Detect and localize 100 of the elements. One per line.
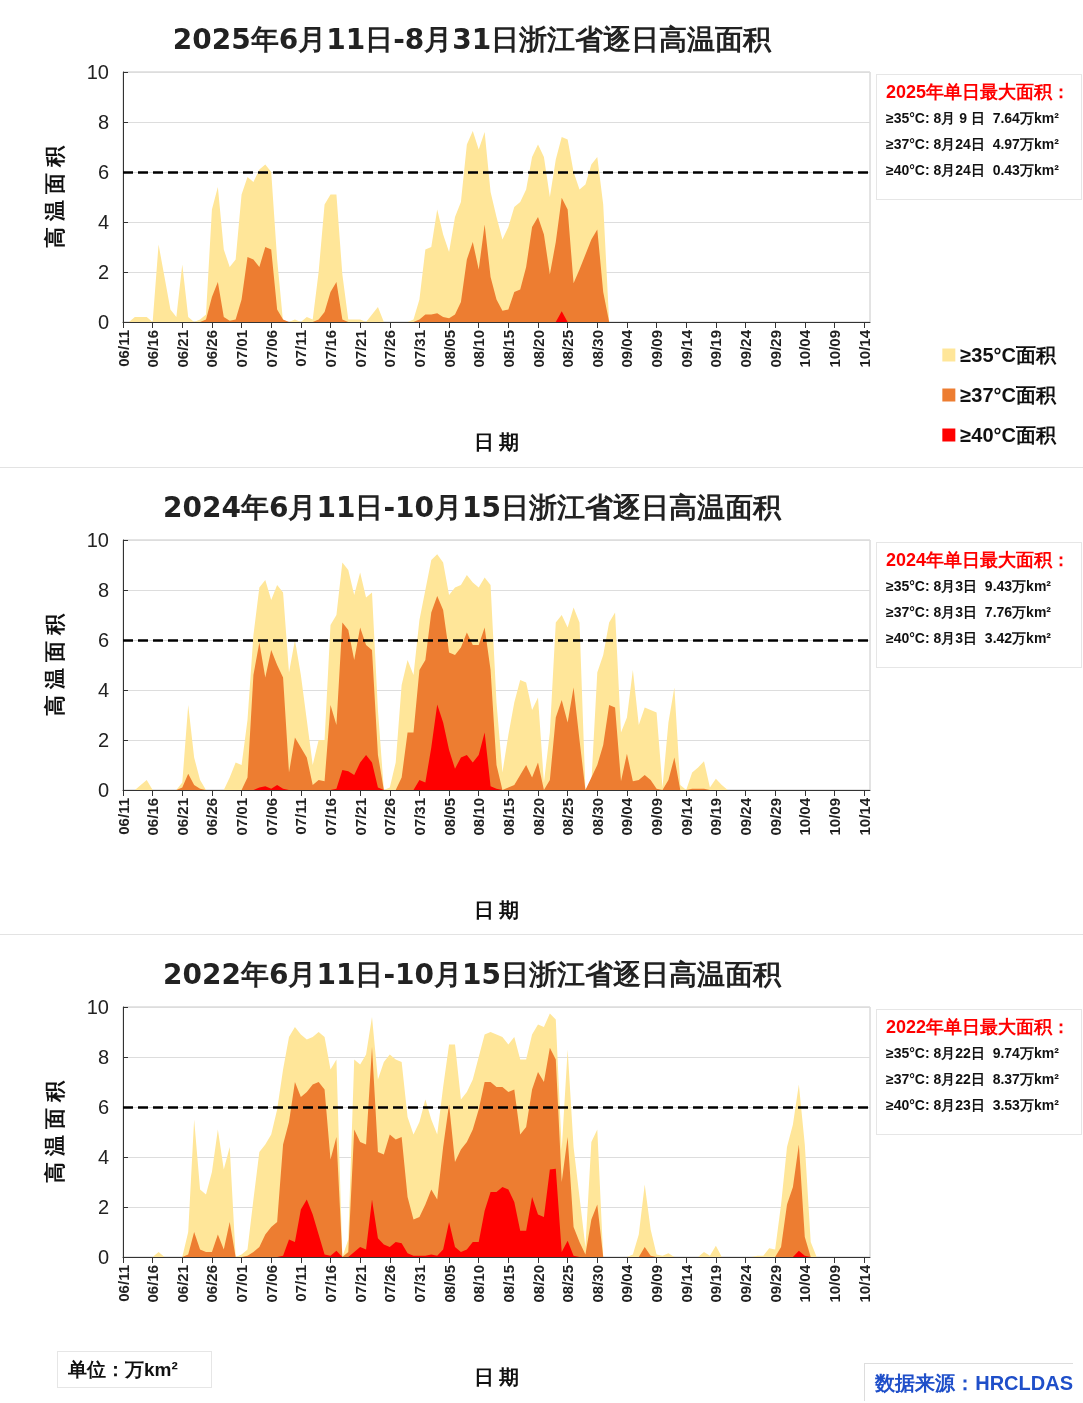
x-tick-label: 07/11 <box>292 797 310 835</box>
x-tick-label: 09/19 <box>707 330 725 368</box>
x-tick-label: 09/14 <box>677 329 695 368</box>
text: 单位：万km² <box>57 1350 212 1388</box>
y-tick-label: 0 <box>97 778 109 801</box>
y-tick-label: 4 <box>97 678 109 701</box>
x-tick-label: 07/26 <box>381 1265 399 1303</box>
legend-label: ≥40°C面积 <box>960 424 1057 446</box>
x-tick-label: 06/11 <box>114 797 132 835</box>
x-tick-label: 10/14 <box>855 797 873 836</box>
x-tick-label: 07/16 <box>322 330 339 368</box>
x-tick-label: 06/21 <box>173 330 191 368</box>
x-tick-label: 06/21 <box>173 1265 191 1303</box>
x-tick-label: 07/11 <box>292 330 310 367</box>
x-tick-label: 06/16 <box>144 330 162 368</box>
x-tick-label: 08/30 <box>588 330 606 368</box>
x-tick-label: 08/10 <box>470 797 488 836</box>
x-tick-label: 08/10 <box>470 1265 488 1303</box>
x-axis-title: 日 期 <box>473 898 520 921</box>
x-tick-label: 07/01 <box>233 330 251 368</box>
x-tick-label: 09/09 <box>648 797 666 836</box>
y-tick-label: 10 <box>86 996 109 1019</box>
x-tick-label: 09/04 <box>618 797 636 836</box>
x-tick-label: 10/04 <box>796 797 814 836</box>
x-tick-label: 09/29 <box>766 330 784 368</box>
y-axis-title: 高 温 面 积 <box>43 612 66 716</box>
y-tick-label: 0 <box>97 311 109 333</box>
y-tick-label: 8 <box>97 578 109 601</box>
x-tick-label: 08/25 <box>559 797 577 836</box>
y-tick-label: 2 <box>97 261 109 283</box>
x-tick-label: 09/29 <box>766 1265 784 1303</box>
x-tick-label: 07/01 <box>233 797 251 836</box>
x-tick-label: 09/24 <box>737 797 754 836</box>
x-tick-label: 07/06 <box>262 330 280 368</box>
text-box: 2022年单日最大面积： ≥35°C: 8月22日 9.74万km² ≥37°C: 8月22日 8.37万km² ≥40°C: 8月23日 3.53万km² <box>876 1009 1082 1136</box>
x-tick-label: 08/05 <box>440 797 458 836</box>
y-tick-label: 10 <box>86 61 109 83</box>
x-tick-label: 08/25 <box>559 330 577 368</box>
x-tick-label: 07/31 <box>410 330 428 368</box>
x-tick-label: 10/14 <box>855 329 873 368</box>
y-axis-title: 高 温 面 积 <box>43 1080 66 1184</box>
x-tick-label: 06/11 <box>114 1265 132 1303</box>
x-tick-label: 07/26 <box>381 330 399 368</box>
x-tick-label: 08/15 <box>499 1265 517 1303</box>
x-tick-label: 08/30 <box>588 1265 606 1303</box>
x-tick-label: 06/26 <box>203 797 221 836</box>
x-tick-label: 09/19 <box>707 1265 725 1303</box>
y-axis-title: 高 温 面 积 <box>43 145 66 248</box>
legend-label: ≥35°C面积 <box>960 344 1057 366</box>
x-tick-label: 09/09 <box>648 1265 666 1303</box>
y-tick-label: 8 <box>97 111 109 133</box>
x-tick-label: 08/30 <box>588 797 606 836</box>
chart-title: 2025年6月11日-8月31日浙江省逐日高温面积 <box>172 22 773 56</box>
x-tick-label: 07/31 <box>410 797 428 836</box>
y-tick-label: 2 <box>97 1196 109 1219</box>
x-tick-label: 07/01 <box>233 1265 251 1303</box>
x-tick-label: 09/24 <box>737 1264 754 1303</box>
x-tick-label: 07/31 <box>410 1265 428 1303</box>
x-tick-label: 09/19 <box>707 797 725 836</box>
x-axis-title: 日 期 <box>473 431 520 453</box>
x-tick-label: 09/09 <box>648 330 666 368</box>
x-tick-label: 10/04 <box>796 329 814 368</box>
x-tick-label: 06/26 <box>203 330 221 368</box>
y-tick-label: 0 <box>97 1246 109 1269</box>
x-tick-label: 09/04 <box>618 1264 636 1303</box>
y-tick-label: 2 <box>97 728 109 751</box>
x-tick-label: 07/26 <box>381 797 399 836</box>
x-tick-label: 08/10 <box>470 330 488 368</box>
x-tick-label: 09/14 <box>677 1264 695 1303</box>
x-tick-label: 10/14 <box>855 1264 873 1303</box>
x-tick-label: 09/24 <box>737 329 754 368</box>
x-tick-label: 10/04 <box>796 1264 814 1303</box>
x-tick-label: 08/05 <box>440 1265 458 1303</box>
x-tick-label: 08/15 <box>499 330 517 368</box>
x-tick-label: 07/21 <box>351 1265 369 1303</box>
x-tick-label: 08/05 <box>440 330 458 368</box>
x-tick-label: 09/04 <box>618 329 636 368</box>
text-box: 2024年单日最大面积： ≥35°C: 8月3日 9.43万km² ≥37°C: 8月3日 7.76万km² ≥40°C: 8月3日 3.42万km² <box>876 541 1082 668</box>
y-tick-label: 6 <box>97 161 109 183</box>
y-tick-label: 8 <box>97 1046 109 1069</box>
x-tick-label: 07/16 <box>322 797 339 836</box>
x-tick-label: 07/11 <box>292 1265 310 1303</box>
x-tick-label: 08/20 <box>529 1265 547 1303</box>
y-tick-label: 6 <box>97 1096 109 1119</box>
y-tick-label: 6 <box>97 628 109 651</box>
x-tick-label: 08/25 <box>559 1265 577 1303</box>
x-tick-label: 07/16 <box>322 1265 339 1303</box>
x-tick-label: 07/06 <box>262 797 280 836</box>
chart-title: 2024年6月11日-10月15日浙江省逐日高温面积 <box>163 490 782 524</box>
x-tick-label: 08/20 <box>529 330 547 368</box>
x-tick-label: 08/20 <box>529 797 547 836</box>
x-tick-label: 06/11 <box>114 330 132 367</box>
x-tick-label: 07/21 <box>351 797 369 836</box>
x-axis-title: 日 期 <box>473 1366 520 1389</box>
x-tick-label: 09/14 <box>677 797 695 836</box>
legend-label: ≥37°C面积 <box>960 384 1057 406</box>
x-tick-label: 07/06 <box>262 1265 280 1303</box>
x-tick-label: 08/15 <box>499 797 517 836</box>
x-tick-label: 09/29 <box>766 797 784 836</box>
x-tick-label: 07/21 <box>351 330 369 368</box>
